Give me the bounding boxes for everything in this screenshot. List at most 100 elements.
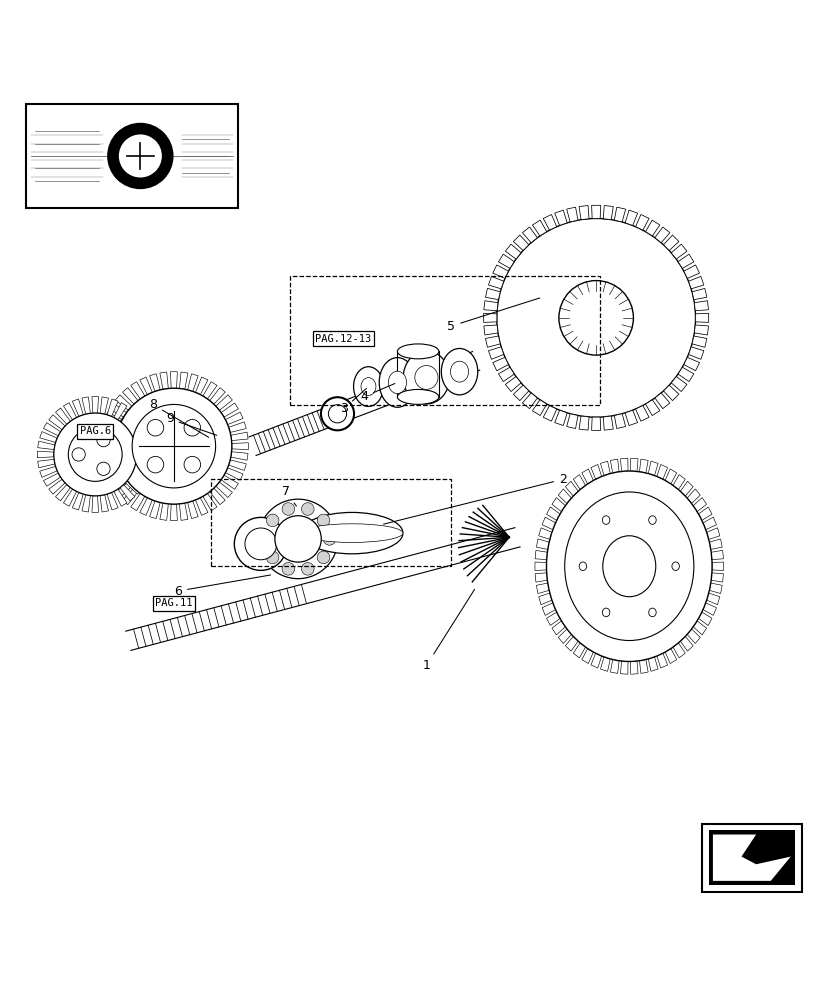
Polygon shape <box>150 501 160 519</box>
Polygon shape <box>536 539 548 549</box>
Polygon shape <box>49 415 65 430</box>
Polygon shape <box>686 629 700 643</box>
Polygon shape <box>581 469 593 484</box>
Polygon shape <box>680 481 692 496</box>
Polygon shape <box>614 414 625 429</box>
Circle shape <box>184 456 200 473</box>
Circle shape <box>234 517 287 570</box>
Polygon shape <box>609 459 619 473</box>
Polygon shape <box>170 504 177 521</box>
Text: 8: 8 <box>149 398 208 437</box>
Polygon shape <box>492 357 508 371</box>
Polygon shape <box>188 501 198 519</box>
Polygon shape <box>133 466 151 477</box>
Ellipse shape <box>564 492 693 641</box>
Polygon shape <box>133 432 151 443</box>
Polygon shape <box>711 562 723 570</box>
Ellipse shape <box>397 389 438 404</box>
Polygon shape <box>572 643 585 658</box>
Polygon shape <box>645 400 659 416</box>
Ellipse shape <box>579 562 586 571</box>
Polygon shape <box>160 503 168 520</box>
Polygon shape <box>630 458 638 471</box>
Polygon shape <box>92 397 98 413</box>
Polygon shape <box>683 265 699 278</box>
Polygon shape <box>635 214 648 230</box>
Polygon shape <box>100 397 108 414</box>
Polygon shape <box>64 403 76 420</box>
Polygon shape <box>554 410 566 426</box>
Polygon shape <box>114 403 127 420</box>
Polygon shape <box>55 408 70 424</box>
Circle shape <box>275 516 321 562</box>
Polygon shape <box>49 479 65 494</box>
Polygon shape <box>538 528 552 539</box>
Polygon shape <box>565 636 577 651</box>
Circle shape <box>184 419 200 436</box>
Ellipse shape <box>602 536 655 597</box>
Polygon shape <box>102 460 119 470</box>
Polygon shape <box>624 410 637 426</box>
Polygon shape <box>645 220 659 236</box>
Text: PAG.12-13: PAG.12-13 <box>315 334 371 344</box>
Polygon shape <box>513 235 528 250</box>
Polygon shape <box>648 657 657 671</box>
Circle shape <box>317 551 329 564</box>
Polygon shape <box>513 385 528 401</box>
Polygon shape <box>654 393 669 409</box>
FancyBboxPatch shape <box>26 104 237 208</box>
Polygon shape <box>136 441 153 450</box>
Polygon shape <box>600 657 609 671</box>
Polygon shape <box>692 621 705 635</box>
Circle shape <box>301 563 313 575</box>
Polygon shape <box>603 206 613 220</box>
Polygon shape <box>483 313 496 322</box>
Polygon shape <box>581 649 593 664</box>
Polygon shape <box>140 377 152 395</box>
Polygon shape <box>638 660 648 673</box>
Polygon shape <box>565 481 577 496</box>
Polygon shape <box>488 347 503 359</box>
Polygon shape <box>691 288 706 300</box>
Polygon shape <box>705 528 719 539</box>
Text: 5: 5 <box>447 298 539 333</box>
Polygon shape <box>648 461 657 476</box>
Polygon shape <box>107 492 118 510</box>
Polygon shape <box>671 244 686 259</box>
Ellipse shape <box>672 562 678 571</box>
Polygon shape <box>557 629 571 643</box>
Polygon shape <box>136 459 153 468</box>
Polygon shape <box>609 660 619 673</box>
Polygon shape <box>216 482 232 498</box>
Circle shape <box>116 388 232 504</box>
Polygon shape <box>92 496 98 512</box>
Polygon shape <box>688 276 703 289</box>
Polygon shape <box>170 372 177 388</box>
Polygon shape <box>221 475 238 489</box>
Polygon shape <box>122 488 138 505</box>
Text: 7: 7 <box>281 485 296 506</box>
Polygon shape <box>37 459 55 468</box>
Polygon shape <box>677 367 693 382</box>
Polygon shape <box>221 403 238 417</box>
Circle shape <box>282 563 294 575</box>
Polygon shape <box>504 377 520 392</box>
Circle shape <box>54 413 136 496</box>
Polygon shape <box>692 498 705 512</box>
Polygon shape <box>140 498 152 515</box>
Circle shape <box>323 533 336 545</box>
Ellipse shape <box>450 361 468 382</box>
Ellipse shape <box>441 348 477 395</box>
Polygon shape <box>672 643 685 658</box>
Ellipse shape <box>353 367 383 406</box>
Ellipse shape <box>414 366 437 389</box>
Polygon shape <box>188 374 198 391</box>
Polygon shape <box>654 227 669 243</box>
Polygon shape <box>195 377 208 395</box>
Text: 6: 6 <box>174 575 270 598</box>
Polygon shape <box>203 493 217 511</box>
Polygon shape <box>591 417 600 430</box>
Polygon shape <box>542 603 555 615</box>
Polygon shape <box>532 400 546 416</box>
Polygon shape <box>534 573 547 582</box>
